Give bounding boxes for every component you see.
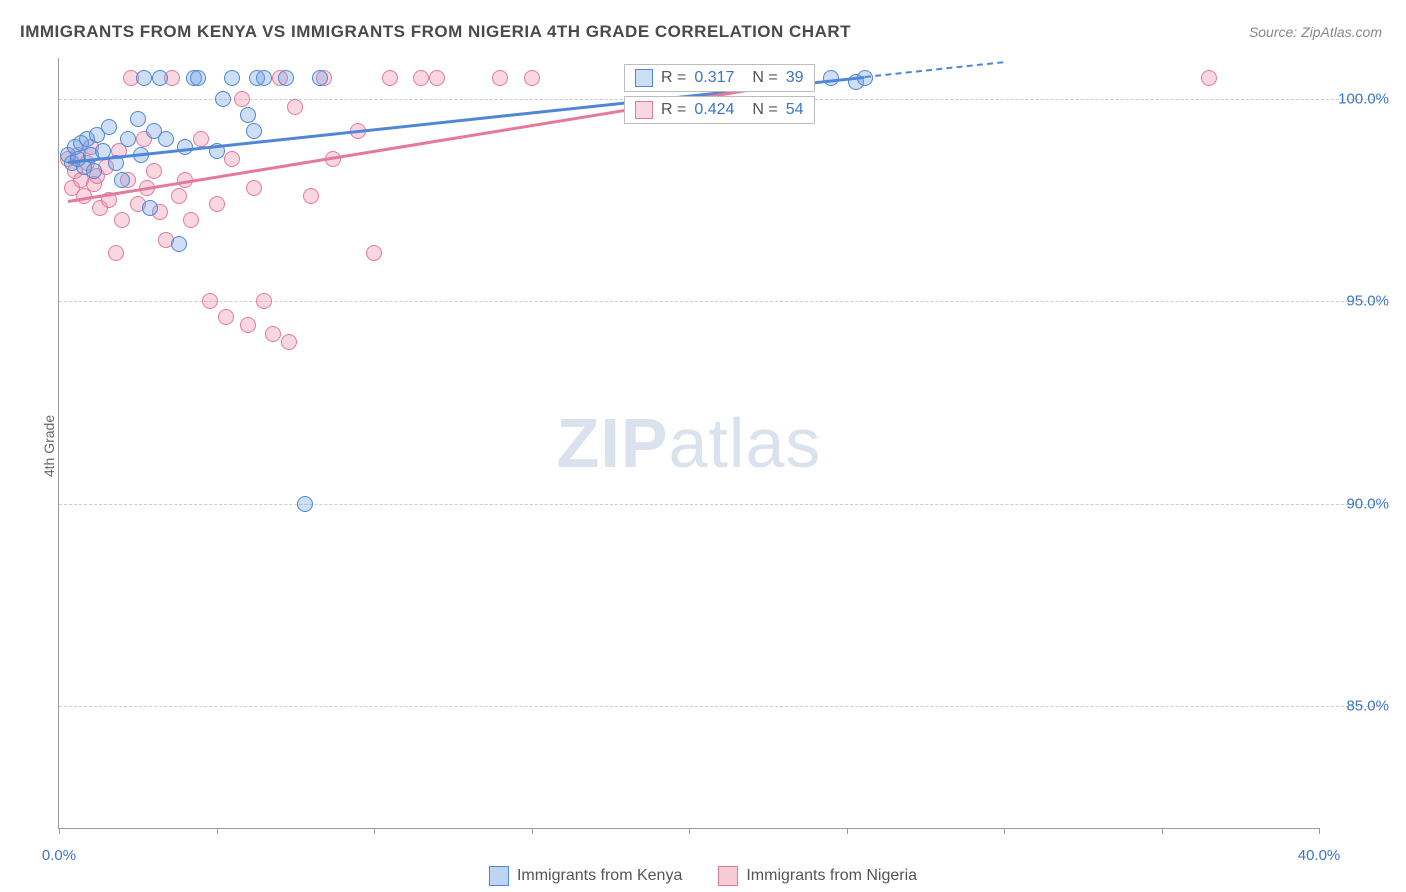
scatter-point-nigeria: [114, 212, 130, 228]
scatter-point-nigeria: [1201, 70, 1217, 86]
scatter-point-nigeria: [256, 293, 272, 309]
stats-r-label: R =: [661, 101, 686, 119]
legend-swatch-nigeria: [718, 866, 738, 886]
x-tick-label: 40.0%: [1298, 847, 1341, 864]
scatter-point-kenya: [190, 70, 206, 86]
scatter-point-nigeria: [413, 70, 429, 86]
scatter-point-nigeria: [429, 70, 445, 86]
scatter-point-nigeria: [146, 163, 162, 179]
scatter-point-nigeria: [183, 212, 199, 228]
scatter-point-kenya: [101, 119, 117, 135]
scatter-point-nigeria: [108, 245, 124, 261]
y-tick-label: 95.0%: [1329, 293, 1389, 310]
scatter-point-kenya: [171, 236, 187, 252]
chart-title: IMMIGRANTS FROM KENYA VS IMMIGRANTS FROM…: [20, 22, 851, 42]
x-tick-mark: [532, 828, 533, 834]
x-tick-mark: [59, 828, 60, 834]
stats-swatch: [635, 69, 653, 87]
watermark-rest: atlas: [669, 404, 822, 482]
stats-n-value: 54: [786, 101, 804, 119]
watermark-bold: ZIP: [557, 404, 669, 482]
scatter-point-kenya: [130, 111, 146, 127]
stats-r-value: 0.317: [694, 69, 734, 87]
scatter-point-nigeria: [281, 334, 297, 350]
scatter-point-nigeria: [224, 151, 240, 167]
x-tick-mark: [217, 828, 218, 834]
scatter-point-nigeria: [246, 180, 262, 196]
scatter-point-nigeria: [209, 196, 225, 212]
y-tick-label: 90.0%: [1329, 495, 1389, 512]
x-tick-mark: [374, 828, 375, 834]
scatter-point-nigeria: [287, 99, 303, 115]
x-tick-mark: [1162, 828, 1163, 834]
legend-label-kenya: Immigrants from Kenya: [517, 867, 682, 885]
y-axis-label: 4th Grade: [41, 415, 57, 477]
scatter-point-kenya: [114, 172, 130, 188]
legend: Immigrants from Kenya Immigrants from Ni…: [489, 866, 917, 886]
scatter-point-kenya: [278, 70, 294, 86]
scatter-point-kenya: [142, 200, 158, 216]
scatter-point-kenya: [240, 107, 256, 123]
scatter-point-kenya: [246, 123, 262, 139]
y-tick-label: 85.0%: [1329, 698, 1389, 715]
scatter-point-nigeria: [202, 293, 218, 309]
stats-r-label: R =: [661, 69, 686, 87]
x-tick-mark: [1319, 828, 1320, 834]
stats-n-label: N =: [752, 69, 777, 87]
legend-swatch-kenya: [489, 866, 509, 886]
gridline: [59, 504, 1379, 505]
scatter-point-nigeria: [492, 70, 508, 86]
x-tick-mark: [689, 828, 690, 834]
stats-box-kenya: R = 0.317 N = 39: [624, 64, 815, 92]
scatter-point-nigeria: [171, 188, 187, 204]
legend-item-kenya: Immigrants from Kenya: [489, 866, 682, 886]
source-attribution: Source: ZipAtlas.com: [1249, 24, 1382, 40]
scatter-point-nigeria: [524, 70, 540, 86]
gridline: [59, 706, 1379, 707]
x-tick-mark: [1004, 828, 1005, 834]
scatter-point-kenya: [256, 70, 272, 86]
scatter-point-kenya: [312, 70, 328, 86]
scatter-point-nigeria: [218, 309, 234, 325]
scatter-point-nigeria: [382, 70, 398, 86]
legend-item-nigeria: Immigrants from Nigeria: [718, 866, 917, 886]
scatter-point-nigeria: [303, 188, 319, 204]
scatter-point-nigeria: [366, 245, 382, 261]
trend-line-extrapolation: [865, 61, 1004, 78]
stats-box-nigeria: R = 0.424 N = 54: [624, 96, 815, 124]
scatter-point-kenya: [158, 131, 174, 147]
stats-swatch: [635, 101, 653, 119]
stats-n-label: N =: [752, 101, 777, 119]
stats-r-value: 0.424: [694, 101, 734, 119]
scatter-point-kenya: [120, 131, 136, 147]
x-tick-mark: [847, 828, 848, 834]
scatter-point-kenya: [224, 70, 240, 86]
scatter-point-kenya: [215, 91, 231, 107]
scatter-plot: ZIPatlas 85.0%90.0%95.0%100.0%0.0%40.0%R…: [58, 58, 1319, 829]
scatter-point-nigeria: [234, 91, 250, 107]
scatter-point-kenya: [86, 163, 102, 179]
scatter-point-nigeria: [240, 317, 256, 333]
scatter-point-kenya: [297, 496, 313, 512]
x-tick-label: 0.0%: [42, 847, 76, 864]
scatter-point-nigeria: [265, 326, 281, 342]
watermark: ZIPatlas: [557, 403, 822, 483]
scatter-point-nigeria: [193, 131, 209, 147]
scatter-point-kenya: [136, 70, 152, 86]
y-tick-label: 100.0%: [1329, 90, 1389, 107]
scatter-point-kenya: [152, 70, 168, 86]
legend-label-nigeria: Immigrants from Nigeria: [746, 867, 917, 885]
stats-n-value: 39: [786, 69, 804, 87]
